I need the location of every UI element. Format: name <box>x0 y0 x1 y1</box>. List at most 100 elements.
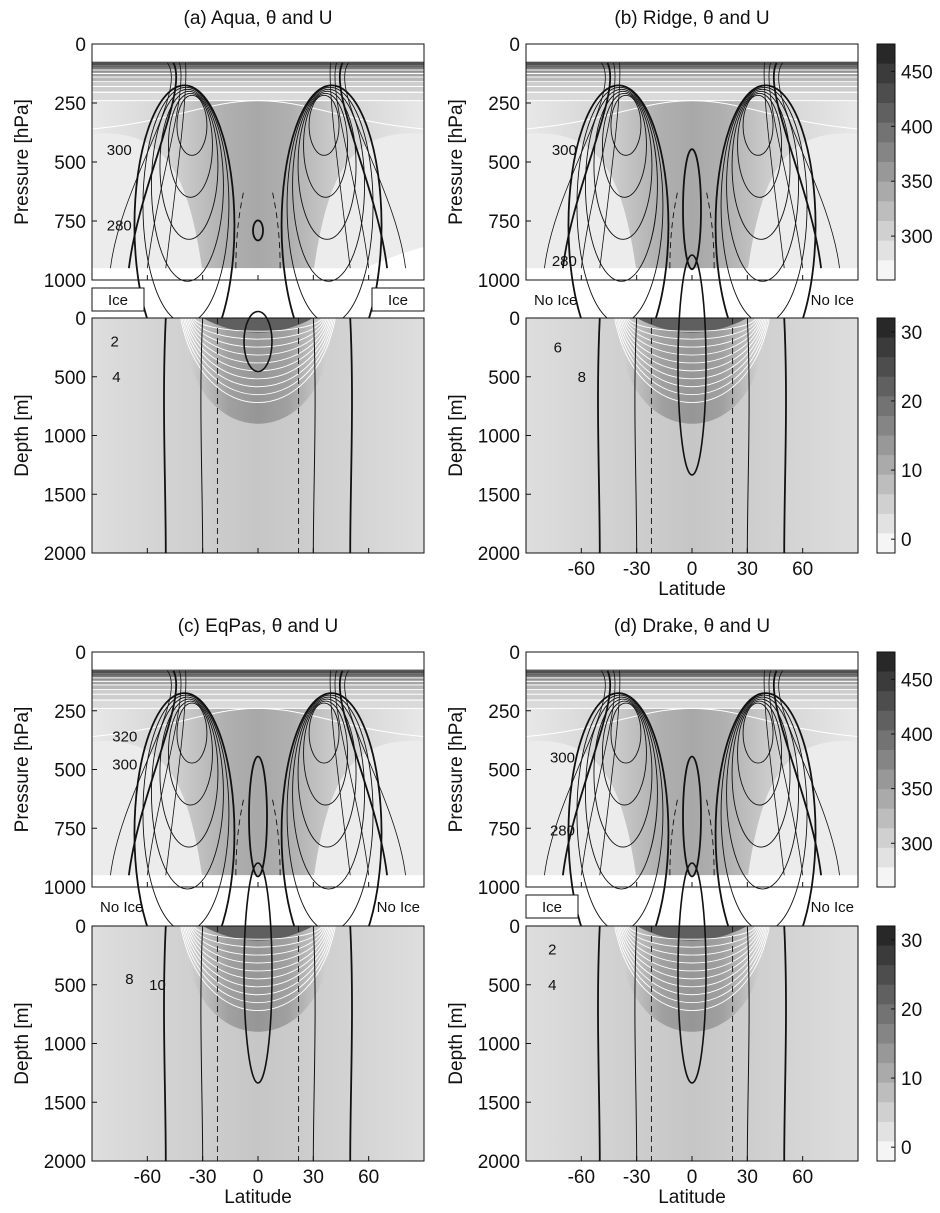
ocean-isotherm <box>624 317 760 348</box>
x-tick-label: 0 <box>253 1167 264 1188</box>
colorbar-tick-label: 350 <box>901 172 933 193</box>
ocean-isotherm <box>191 317 325 340</box>
y-tick-label: 0 <box>75 643 86 664</box>
x-tick-label: 60 <box>792 1167 813 1188</box>
sea-ice-label-north: No Ice <box>811 292 854 309</box>
theta-band <box>526 673 858 676</box>
ocean-isotherm <box>184 925 332 988</box>
wind-contour <box>737 700 783 806</box>
colorbar-step <box>877 691 895 712</box>
colorbar-tick-label: 450 <box>901 62 933 83</box>
ocean-isotherm <box>617 317 767 388</box>
current-contour <box>746 925 750 1162</box>
colorbar-tick-label: 20 <box>901 1000 922 1021</box>
wind-contour <box>610 702 642 764</box>
ice-box <box>525 894 579 919</box>
ocean-warm-region <box>636 318 748 333</box>
wind-contour <box>601 700 647 806</box>
theta-band <box>92 677 424 681</box>
theta-band <box>526 91 858 101</box>
y-tick-label: 2000 <box>44 544 86 565</box>
colorbar-atmosphere-bottom: 300 350 400 450 <box>876 651 933 888</box>
ocean-isotherm <box>619 317 765 372</box>
ocean-isotherm <box>183 925 333 996</box>
colorbar-step <box>877 1023 895 1044</box>
colorbar-step <box>877 357 895 378</box>
wind-contour <box>167 92 213 198</box>
colorbar-tick-label: 30 <box>901 931 922 952</box>
y-axis-label: Pressure [hPa] <box>12 707 33 833</box>
colorbar-tick-label: 400 <box>901 725 933 746</box>
wind-contour <box>110 670 172 876</box>
easterly-contour <box>271 190 281 269</box>
ocean-isotherm <box>622 317 762 356</box>
wind-contour <box>544 62 606 269</box>
ocean-isotherm <box>191 925 325 948</box>
surface-mask <box>526 875 858 887</box>
ocean-isotherm <box>619 925 765 980</box>
colorbar-step <box>877 710 895 731</box>
current-contour <box>243 862 273 1084</box>
wind-contour <box>110 62 172 269</box>
wind-contour <box>308 702 340 764</box>
wind-contour <box>329 670 351 876</box>
y-axis-label: Pressure [hPa] <box>446 707 467 833</box>
x-tick-label: -60 <box>568 559 595 580</box>
y-tick-label: 750 <box>488 212 520 233</box>
sea-ice-label-south: Ice <box>542 899 562 916</box>
wind-contour <box>731 90 791 240</box>
colorbar-step <box>877 847 895 868</box>
y-tick-label: 2000 <box>478 544 520 565</box>
y-axis-label: Pressure [hPa] <box>446 99 467 225</box>
colorbar-step <box>877 513 895 534</box>
isotherm-line <box>91 707 425 738</box>
colorbar-step <box>877 1063 895 1084</box>
wind-contour <box>176 702 208 764</box>
ice-box <box>371 287 425 312</box>
wind-contour <box>127 62 178 269</box>
wind-contour <box>167 700 213 806</box>
wind-contour <box>763 670 785 876</box>
ocean-isotherm <box>188 317 328 356</box>
colorbar-step <box>877 867 895 888</box>
contour-label: 4 <box>112 369 120 386</box>
colorbar-step <box>877 455 895 476</box>
theta-band <box>92 65 424 68</box>
wind-contour <box>742 94 774 156</box>
current-contour <box>163 317 167 554</box>
y-tick-label: 500 <box>488 761 520 782</box>
wind-contour <box>292 88 366 282</box>
sea-ice-label-north: Ice <box>388 292 408 309</box>
theta-band <box>526 65 858 68</box>
surface-mask <box>92 268 424 280</box>
wind-contour <box>768 670 804 876</box>
theta-band <box>92 690 424 699</box>
ocean-isotherm <box>614 925 770 1011</box>
y-tick-label: 500 <box>488 368 520 389</box>
colorbar-step <box>877 376 895 397</box>
wind-contour <box>159 90 219 240</box>
wind-contour <box>731 698 791 848</box>
sea-ice-label-north: No Ice <box>811 899 854 916</box>
colorbar-frame <box>876 317 896 554</box>
wind-contour <box>303 92 349 198</box>
theta-band <box>92 670 424 674</box>
easterly-contour <box>705 797 715 876</box>
colorbar-step <box>877 671 895 692</box>
ocean-isotherm <box>181 925 335 1004</box>
x-tick-label: 30 <box>303 1167 324 1188</box>
x-tick-label: -60 <box>134 1167 161 1188</box>
contour-label: 10 <box>149 977 166 994</box>
theta-band <box>526 67 858 70</box>
x-tick-label: -30 <box>623 1167 650 1188</box>
colorbar-step <box>877 162 895 183</box>
ocean-warm-region <box>202 318 314 333</box>
y-tick-label: 250 <box>54 702 86 723</box>
colorbar-step <box>877 1141 895 1162</box>
ocean-isotherm <box>621 317 763 364</box>
y-tick-label: 750 <box>54 212 86 233</box>
y-tick-label: 500 <box>488 976 520 997</box>
y-tick-label: 1500 <box>44 485 86 506</box>
colorbar-step <box>877 142 895 163</box>
colorbar-tick-label: 400 <box>901 117 933 138</box>
